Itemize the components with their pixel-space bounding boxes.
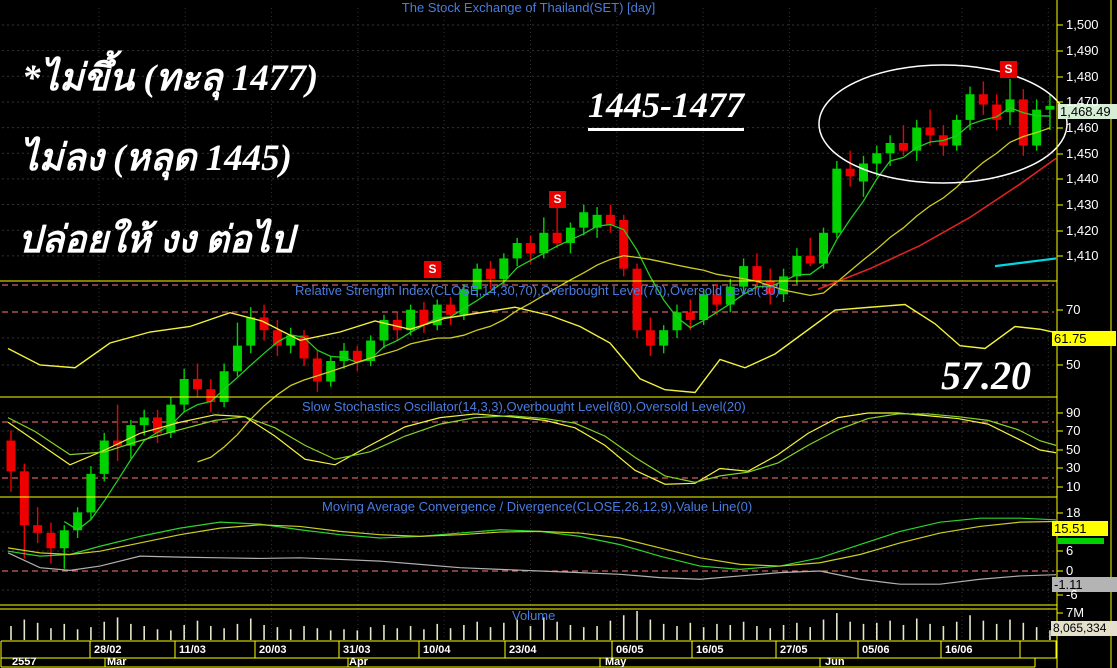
axis-tick-label: 70 [1066, 302, 1081, 317]
axis-tick-label: 7M [1066, 605, 1085, 620]
x-axis-month-label: Apr [349, 656, 368, 668]
axis-tick-label: 1,500 [1066, 17, 1099, 32]
macd-axis-marker [1058, 538, 1104, 544]
axis-tick-label: 6 [1066, 543, 1074, 558]
x-axis-date-label: 16/06 [945, 644, 973, 656]
current-rsi-label: 61.75 [1052, 331, 1116, 346]
axis-tick-label: 1,410 [1066, 248, 1099, 263]
sell-signal-marker: S [1000, 61, 1017, 78]
x-axis-date-label: 06/05 [616, 644, 644, 656]
stochastic-panel-title: Slow Stochastics Oscillator(14,3,3),Over… [302, 399, 746, 414]
axis-tick-label: 0 [1066, 563, 1074, 578]
axis-tick-label: 1,480 [1066, 69, 1099, 84]
axis-tick-label: 50 [1066, 357, 1081, 372]
axis-tick-label: 18 [1066, 505, 1081, 520]
axis-tick-label: 1,420 [1066, 223, 1099, 238]
axis-tick-label: 70 [1066, 423, 1081, 438]
thai-annotation-3: ปล่อยให้ งง ต่อไป [18, 220, 294, 261]
axis-tick-label: 30 [1066, 460, 1081, 475]
x-axis-date-label: 28/02 [94, 644, 122, 656]
axis-tick-label: 90 [1066, 405, 1081, 420]
macd-panel-title: Moving Average Convergence / Divergence(… [322, 499, 753, 514]
axis-tick-label: 50 [1066, 442, 1081, 457]
x-axis-year-label: 2557 [12, 656, 37, 668]
x-axis-date-label: 11/03 [179, 644, 206, 656]
axis-tick-label: 1,460 [1066, 120, 1099, 135]
x-axis-date-label: 20/03 [259, 644, 287, 656]
axis-tick-label: 1,450 [1066, 146, 1099, 161]
axis-tick-label: 1,440 [1066, 171, 1099, 186]
axis-tick-label: 1,470 [1066, 94, 1099, 109]
x-axis-date-label: 27/05 [780, 644, 808, 656]
current-volume-label: 8,065,334 [1051, 621, 1117, 636]
x-axis-month-label: May [605, 656, 627, 668]
axis-tick-label: 1,490 [1066, 43, 1099, 58]
axis-tick-label: -6 [1066, 587, 1078, 602]
current-price-label: 1,468.49 [1058, 104, 1117, 119]
current-macd-label: 15.51 [1052, 521, 1108, 536]
chart-title: The Stock Exchange of Thailand(SET) [day… [401, 0, 656, 15]
current-macd-value-line-label: -1.11 [1052, 577, 1117, 592]
range-annotation: 1445-1477 [588, 84, 744, 131]
sell-signal-marker: S [424, 261, 441, 278]
rsi-panel-title: Relative Strength Index(CLOSE,14,30,70),… [295, 283, 780, 298]
axis-tick-label: 10 [1066, 479, 1081, 494]
rsi-value-annotation: 57.20 [941, 353, 1031, 398]
sell-signal-marker: S [549, 191, 566, 208]
x-axis-month-label: Mar [107, 656, 127, 668]
x-axis-date-label: 10/04 [423, 644, 451, 656]
x-axis-month-label: Jun [825, 656, 845, 668]
x-axis-date-label: 05/06 [862, 644, 890, 656]
x-axis-date-label: 31/03 [343, 644, 371, 656]
thai-annotation-1: *ไม่ขึ้น (ทะลุ 1477) [22, 58, 319, 99]
x-axis-date-label: 16/05 [696, 644, 724, 656]
volume-panel-title: Volume [512, 608, 556, 623]
x-axis-date-label: 23/04 [509, 644, 537, 656]
thai-annotation-2: ไม่ลง (หลุด 1445) [20, 138, 292, 179]
axis-tick-label: 1,430 [1066, 197, 1099, 212]
